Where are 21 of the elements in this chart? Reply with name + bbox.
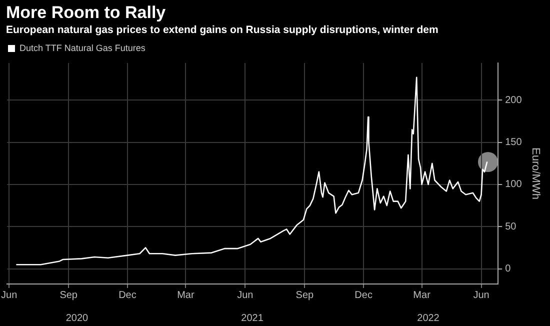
x2-tick-label: 2022: [417, 312, 440, 324]
x-tick-label: Mar: [413, 290, 432, 301]
legend-label: Dutch TTF Natural Gas Futures: [20, 42, 146, 53]
x-tick-label: Sep: [296, 290, 314, 301]
chart-title: More Room to Rally: [6, 3, 166, 23]
x-tick-label: Dec: [354, 290, 372, 301]
y-tick-label: 100: [505, 179, 522, 190]
x-tick-label: Jun: [1, 290, 18, 301]
y-tick-label: 200: [505, 94, 522, 106]
x-tick-label: Jun: [473, 290, 490, 301]
x2-tick-label: 2020: [66, 312, 89, 324]
y-tick-label: 50: [505, 221, 517, 232]
x-tick-label: Jun: [237, 290, 254, 301]
x2-tick-label: 2021: [241, 312, 264, 324]
y-tick-label: 0: [505, 264, 512, 275]
y-tick-label: 150: [505, 137, 522, 148]
x-tick-label: Dec: [118, 290, 136, 301]
chart-subtitle: European natural gas prices to extend gains on Russia supply disruptions, winter dem: [6, 24, 438, 36]
x-tick-label: Mar: [177, 290, 195, 301]
x-tick-label: Sep: [60, 290, 78, 301]
y-axis-title: Euro/MWh: [529, 148, 542, 200]
